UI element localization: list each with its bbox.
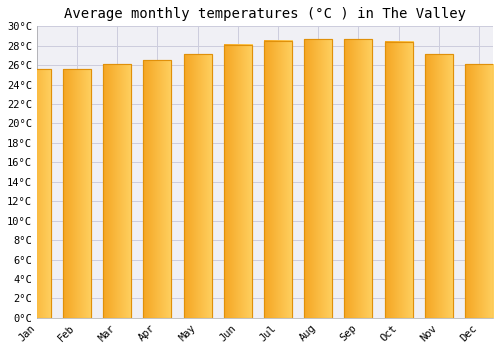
Bar <box>184 55 212 318</box>
Bar <box>22 69 51 318</box>
Bar <box>465 64 493 318</box>
Bar <box>344 39 372 318</box>
Title: Average monthly temperatures (°C ) in The Valley: Average monthly temperatures (°C ) in Th… <box>64 7 466 21</box>
Bar <box>424 55 453 318</box>
Bar <box>63 69 91 318</box>
Bar <box>144 60 172 318</box>
Bar <box>304 39 332 318</box>
Bar <box>103 64 132 318</box>
Bar <box>264 41 292 318</box>
Bar <box>63 69 91 318</box>
Bar <box>424 55 453 318</box>
Bar <box>224 45 252 318</box>
Bar <box>224 45 252 318</box>
Bar <box>384 42 412 318</box>
Bar <box>22 69 51 318</box>
Bar <box>184 55 212 318</box>
Bar <box>304 39 332 318</box>
Bar <box>144 60 172 318</box>
Bar <box>344 39 372 318</box>
Bar <box>264 41 292 318</box>
Bar <box>465 64 493 318</box>
Bar <box>103 64 132 318</box>
Bar <box>384 42 412 318</box>
